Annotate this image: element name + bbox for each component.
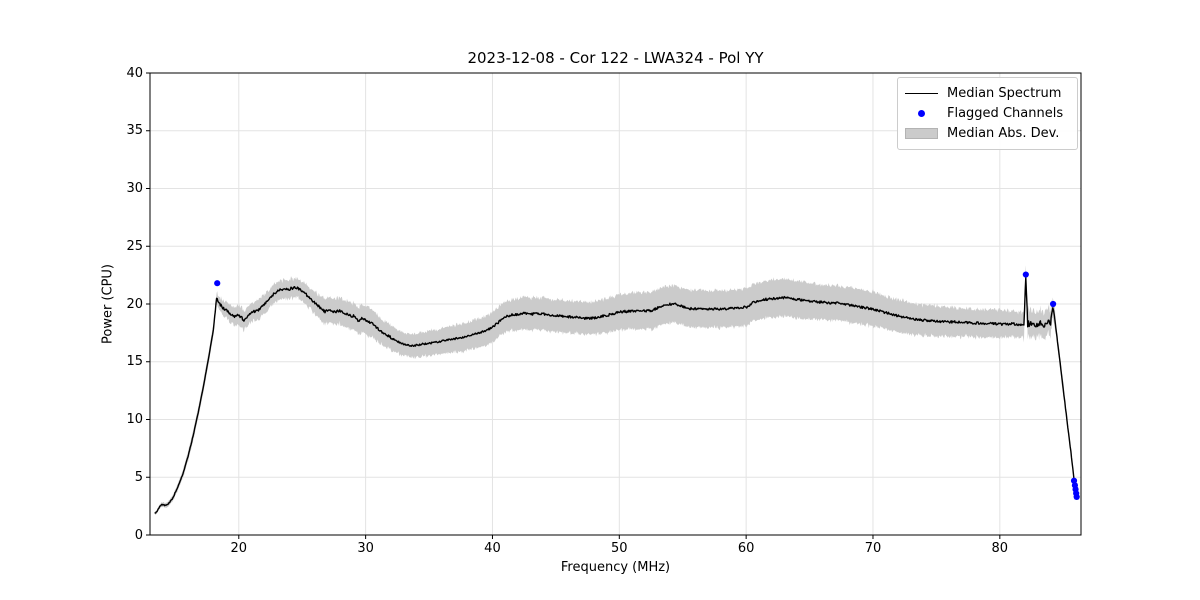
legend-label: Flagged Channels [947,105,1064,121]
y-tick-label: 20 [126,296,143,312]
patch-swatch-icon [905,127,938,139]
flagged-channels [214,271,1080,500]
y-tick-label: 5 [134,469,143,485]
y-tick-label: 30 [126,181,143,196]
flagged-channel-dot [1070,477,1078,484]
flagged-channel-dot [1049,300,1057,308]
y-tick-label: 10 [126,412,143,427]
mad-band [155,265,1078,515]
x-tick-label: 50 [611,541,628,556]
y-tick-label: 15 [126,354,143,370]
y-tick-label: 0 [134,527,143,543]
x-tick-label: 80 [991,541,1009,556]
y-tick-label: 40 [126,65,143,81]
legend-label: Median Abs. Dev. [947,125,1060,141]
tick-marks [146,72,1001,539]
y-tick-label: 25 [126,238,143,254]
x-axis-label: Frequency (MHz) [560,560,671,575]
x-tick-label: 30 [357,541,374,556]
marker-swatch-icon [905,109,938,117]
legend-item-median-spectrum: Median Spectrum [898,83,1077,103]
line-swatch-icon [905,92,938,94]
x-tick-label: 20 [230,541,248,556]
legend: Median Spectrum Flagged Channels Median … [897,77,1078,150]
legend-item-mad-band: Median Abs. Dev. [898,123,1077,143]
flagged-channel-dot [214,280,221,287]
legend-label: Median Spectrum [947,85,1062,101]
median-spectrum-line [154,277,1078,514]
x-tick-label: 70 [864,541,882,556]
y-tick-label: 35 [126,123,143,139]
flagged-channel-dot [1073,493,1080,500]
legend-item-flagged-channels: Flagged Channels [898,103,1077,123]
chart-title: 2023-12-08 - Cor 122 - LWA324 - Pol YY [467,49,764,67]
x-tick-label: 40 [484,541,501,556]
flagged-channel-dot [1022,271,1029,278]
x-tick-label: 60 [737,541,755,556]
